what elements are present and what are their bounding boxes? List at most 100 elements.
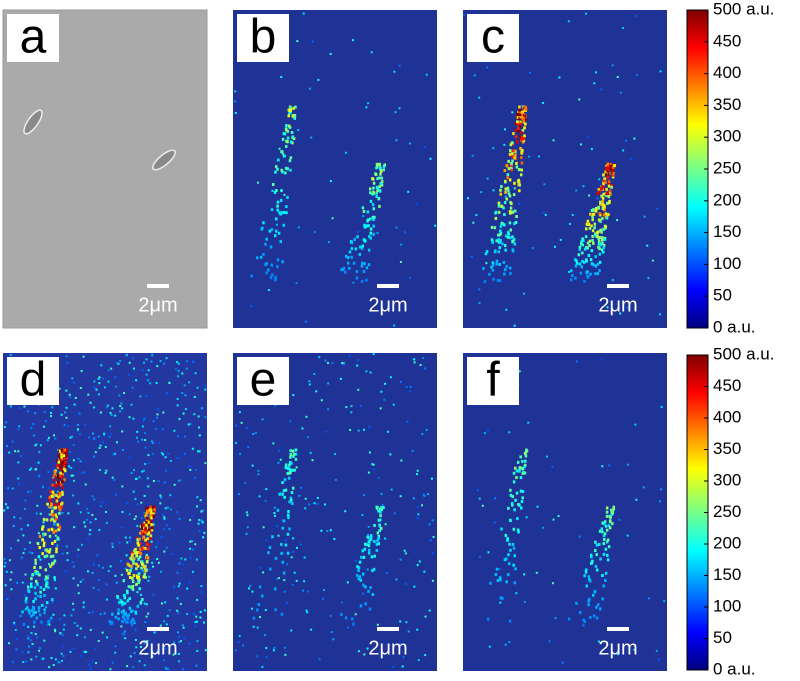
- signal: [574, 264, 578, 268]
- signal: [60, 455, 63, 459]
- signal: [504, 248, 507, 252]
- signal: [371, 593, 375, 597]
- signal: [283, 132, 287, 136]
- signal: [357, 566, 361, 570]
- signal: [601, 241, 604, 245]
- signal: [281, 492, 284, 496]
- signal: [268, 229, 272, 233]
- speckle: [376, 232, 379, 235]
- speckle: [97, 393, 100, 396]
- signal: [132, 620, 136, 624]
- signal: [606, 175, 610, 179]
- speckle: [97, 435, 100, 438]
- signal: [288, 159, 292, 163]
- speckle: [88, 533, 91, 536]
- speckle: [129, 540, 132, 543]
- signal: [286, 513, 290, 517]
- speckle: [284, 653, 287, 656]
- signal: [518, 503, 521, 507]
- speckle: [42, 657, 45, 660]
- signal: [260, 227, 264, 231]
- speckle: [67, 512, 70, 515]
- signal: [270, 263, 274, 267]
- signal: [509, 149, 512, 153]
- signal: [598, 260, 602, 264]
- speckle: [329, 52, 332, 55]
- speckle: [120, 402, 123, 405]
- speckle: [567, 270, 570, 273]
- speckle: [69, 436, 72, 439]
- speckle: [363, 653, 366, 656]
- signal: [505, 264, 508, 268]
- signal: [38, 613, 42, 617]
- signal: [598, 212, 601, 216]
- speckle: [149, 382, 152, 385]
- signal: [517, 126, 520, 130]
- signal: [506, 235, 510, 239]
- signal: [595, 543, 599, 547]
- signal: [38, 534, 42, 538]
- speckle: [54, 437, 57, 440]
- signal: [520, 161, 524, 165]
- signal: [604, 212, 608, 216]
- speckle: [350, 411, 353, 414]
- signal: [585, 584, 589, 588]
- speckle: [348, 355, 351, 358]
- signal: [491, 261, 495, 265]
- speckle: [357, 388, 360, 391]
- speckle: [324, 503, 327, 506]
- signal: [524, 105, 527, 109]
- signal: [523, 452, 527, 456]
- signal: [287, 476, 291, 480]
- speckle: [392, 666, 395, 669]
- speckle: [344, 510, 347, 513]
- speckle: [389, 376, 392, 379]
- signal: [602, 534, 606, 538]
- speckle: [195, 558, 198, 561]
- signal: [261, 594, 264, 598]
- speckle: [302, 12, 305, 15]
- signal: [123, 618, 127, 622]
- speckle: [176, 361, 179, 364]
- signal: [522, 116, 526, 120]
- signal: [589, 579, 592, 583]
- signal: [500, 204, 503, 208]
- speckle: [29, 468, 32, 471]
- speckle: [513, 324, 516, 327]
- speckle: [265, 656, 268, 659]
- signal: [131, 580, 135, 584]
- signal: [570, 269, 573, 273]
- signal: [608, 519, 612, 523]
- speckle: [42, 485, 45, 488]
- signal: [271, 535, 274, 539]
- speckle: [5, 570, 8, 573]
- speckle: [136, 591, 139, 594]
- signal: [507, 232, 511, 236]
- signal: [379, 514, 382, 518]
- speckle: [134, 478, 137, 481]
- signal: [126, 589, 129, 593]
- speckle: [26, 491, 29, 494]
- signal: [606, 558, 610, 562]
- speckle: [398, 64, 401, 67]
- speckle: [47, 436, 50, 439]
- signal: [378, 204, 381, 208]
- signal: [368, 536, 371, 540]
- signal: [507, 189, 510, 193]
- speckle: [139, 395, 142, 398]
- signal: [494, 216, 498, 220]
- speckle: [381, 504, 384, 507]
- fluorescence-image: [463, 353, 667, 671]
- signal: [380, 506, 383, 510]
- signal: [147, 520, 151, 524]
- speckle: [246, 526, 249, 529]
- speckle: [108, 435, 111, 438]
- speckle: [164, 601, 167, 604]
- signal: [136, 604, 140, 608]
- speckle: [404, 231, 407, 234]
- signal: [520, 500, 524, 504]
- speckle: [160, 536, 163, 539]
- signal: [511, 503, 514, 507]
- speckle: [76, 584, 79, 587]
- speckle: [463, 13, 466, 16]
